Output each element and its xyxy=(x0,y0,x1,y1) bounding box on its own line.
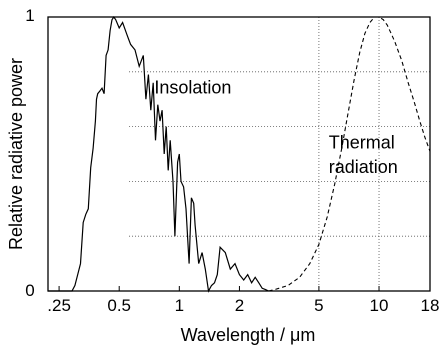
x-tick-label: 0.5 xyxy=(107,296,131,315)
grid-lines xyxy=(129,17,430,291)
annotation-radiation: radiation xyxy=(329,157,398,177)
series-line-thermal-radiation xyxy=(268,16,431,292)
x-tick-label: 10 xyxy=(370,296,389,315)
y-tick-label-max: 1 xyxy=(25,6,34,25)
x-axis-tick-labels: .25 0.5 1 2 5 10 18 xyxy=(47,296,439,315)
annotation-insolation: Insolation xyxy=(154,78,231,98)
x-axis-ticks xyxy=(58,286,431,291)
plot-area-frame xyxy=(47,16,431,292)
x-tick-label: 5 xyxy=(314,296,323,315)
y-axis-label: Relative radiative power xyxy=(6,58,26,250)
y-tick-label-min: 0 xyxy=(25,281,34,300)
x-tick-label: 2 xyxy=(235,296,244,315)
series-line-insolation xyxy=(48,15,269,293)
x-tick-label: 18 xyxy=(421,296,440,315)
x-tick-label: .25 xyxy=(47,296,71,315)
annotation-thermal: Thermal xyxy=(329,133,395,153)
x-axis-label: Wavelength / μm xyxy=(181,325,316,345)
x-tick-label: 1 xyxy=(175,296,184,315)
